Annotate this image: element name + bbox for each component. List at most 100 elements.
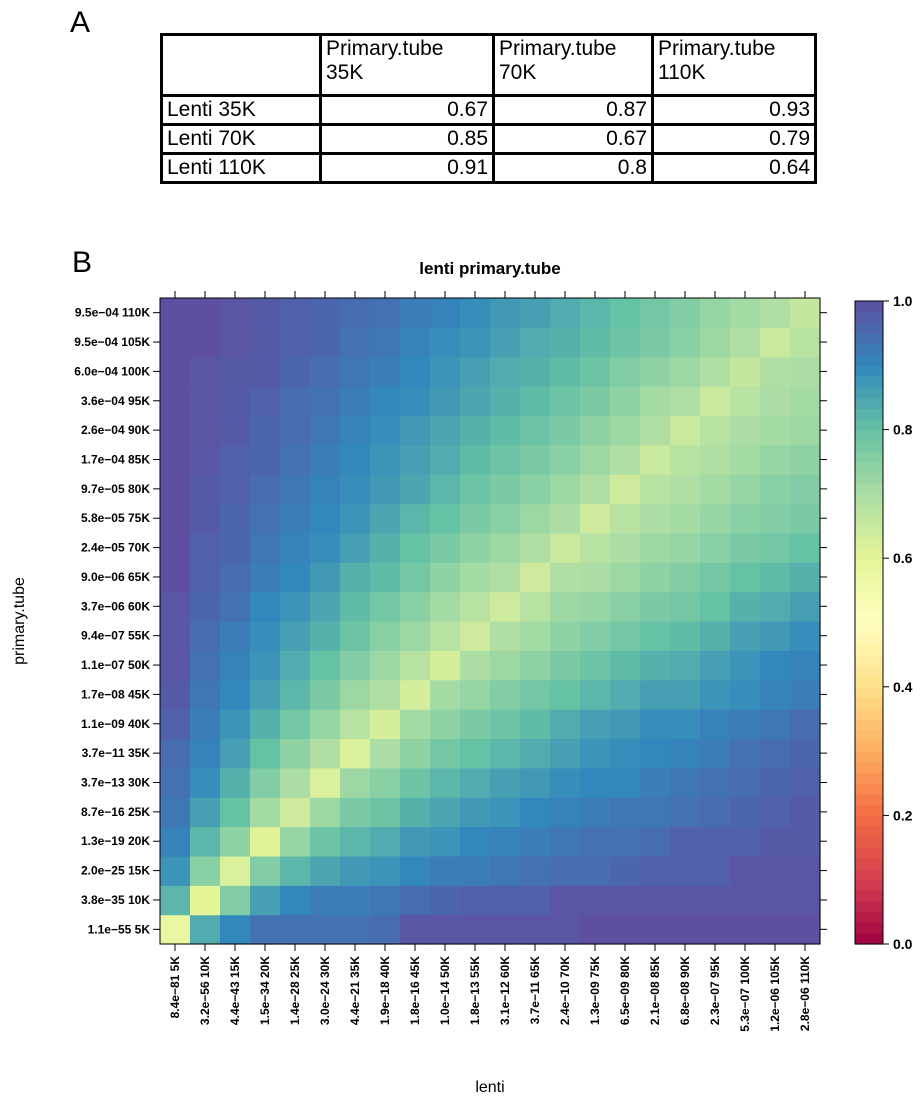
heatmap-cell [250,738,281,769]
heatmap-cell [220,650,251,681]
heatmap-cell [340,621,371,651]
heatmap-cell [280,327,311,358]
heatmap-cell [160,562,191,593]
heatmap-cell [640,826,671,857]
heatmap-cell [280,914,311,945]
heatmap-cell [550,474,581,505]
colorbar-tick-label: 0.6 [893,550,913,566]
heatmap-cell [250,562,281,593]
heatmap-cell [490,503,521,534]
colorbar-segment [855,911,883,924]
heatmap-cell [700,855,731,886]
heatmap-cell [460,474,491,505]
heatmap-cell [730,767,761,798]
table-row: Lenti 110K 0.91 0.8 0.64 [160,152,817,185]
heatmap-cell [430,826,461,857]
colorbar-segment [855,847,883,859]
table-cell: 0.67 [319,93,495,127]
heatmap-cell [160,298,191,328]
colorbar-segment [855,461,883,474]
colorbar-segment [855,793,883,806]
y-tick-label: 2.0e−25 15K [81,864,150,878]
heatmap-cell [760,855,791,886]
heatmap-cell [670,386,701,417]
colorbar-segment [855,547,883,559]
heatmap-cell [220,621,251,651]
heatmap-cell [340,298,371,328]
heatmap-cell [610,855,641,886]
heatmap-cell [190,914,221,945]
heatmap-cell [550,738,581,769]
column-header-line2: 35K [326,61,364,85]
colorbar-segment [855,440,883,452]
colorbar-segment [855,515,883,527]
colorbar-segment [855,354,883,366]
y-tick-label: 1.3e−19 20K [81,834,150,848]
heatmap-cell [400,885,431,916]
heatmap-cell [730,386,761,417]
heatmap-cell [670,503,701,534]
heatmap-cell [190,415,221,446]
heatmap-cell [790,621,821,651]
heatmap-cell [610,356,641,387]
colorbar-segment [855,836,883,849]
heatmap-cell [580,474,611,505]
heatmap-cell [790,650,821,681]
heatmap-cell [610,709,641,740]
correlation-table: Primary.tube 35K Primary.tube 70K Primary.… [160,33,817,185]
heatmap-cell [460,855,491,886]
heatmap-cell [400,591,431,622]
heatmap-cell [580,767,611,798]
table-cell: 0.91 [319,152,495,185]
heatmap-cell [700,444,731,475]
heatmap-cell [700,621,731,651]
heatmap-cell [490,650,521,681]
heatmap-cell [490,709,521,740]
heatmap-cell [190,767,221,798]
row-header: Lenti 70K [160,123,322,156]
colorbar-segment [855,536,883,549]
heatmap-cell [790,444,821,475]
heatmap-cell [730,503,761,534]
heatmap-cell [280,709,311,740]
y-tick-label: 6.0e−04 100K [74,364,150,378]
table-cell: 0.79 [651,123,817,156]
colorbar-segment [855,633,883,645]
heatmap-cell [790,298,821,328]
heatmap-cell [790,562,821,593]
heatmap-cell [280,738,311,769]
heatmap-cell [490,767,521,798]
colorbar-segment [855,483,883,495]
heatmap-cell [700,767,731,798]
heatmap-cell [400,709,431,740]
heatmap-cell [790,415,821,446]
heatmap-cell [250,356,281,387]
heatmap-cell [460,444,491,475]
heatmap-cell [160,709,191,740]
heatmap-cell [280,797,311,828]
heatmap-cell [580,855,611,886]
heatmap-cell [670,532,701,563]
heatmap-cell [520,738,551,769]
x-tick-label: 3.0e−24 30K [318,956,332,1025]
heatmap-cell [220,386,251,417]
heatmap-cell [190,474,221,505]
colorbar-segment [855,376,883,388]
heatmap-cell [550,503,581,534]
heatmap-cell [400,826,431,857]
heatmap-cell [610,591,641,622]
heatmap-cell [670,679,701,710]
heatmap-cell [670,797,701,828]
colorbar-segment [855,718,883,731]
heatmap-cell [610,298,641,328]
heatmap-cell [610,650,641,681]
heatmap-cell [760,914,791,945]
colorbar-segment [855,868,883,881]
x-tick-label: 1.5e−34 20K [258,956,272,1025]
heatmap-cell [670,767,701,798]
heatmap-cell [340,885,371,916]
heatmap-cell [760,621,791,651]
heatmap-cell [550,914,581,945]
heatmap-cell [190,855,221,886]
heatmap-cell [340,591,371,622]
